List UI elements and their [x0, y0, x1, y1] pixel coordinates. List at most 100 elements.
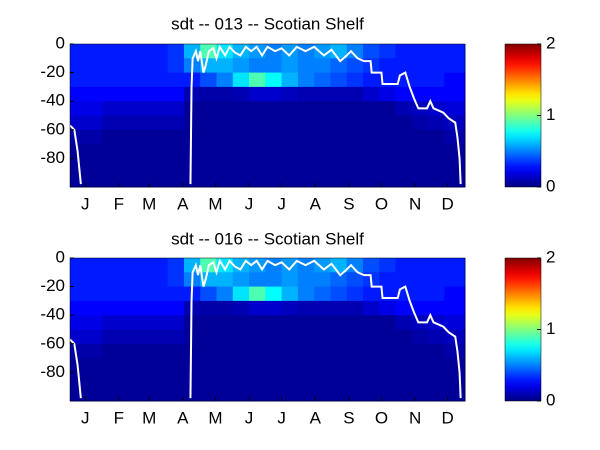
- heatmap-cell: [118, 386, 136, 402]
- heatmap-cell: [135, 129, 152, 145]
- plot-frame: [69, 43, 466, 188]
- heatmap-cell: [216, 300, 234, 316]
- heatmap-cell: [346, 272, 364, 288]
- heatmap-cell: [444, 72, 466, 88]
- heatmap-cell: [444, 272, 466, 288]
- heatmap-cell: [86, 58, 104, 74]
- heatmap-cell: [265, 372, 283, 388]
- heatmap-cell: [428, 129, 445, 145]
- heatmap-cell: [297, 372, 315, 388]
- heatmap-cell: [379, 129, 397, 145]
- heatmap-cell: [118, 286, 136, 302]
- heatmap-cell: [379, 315, 397, 330]
- heatmap-cell: [362, 158, 380, 174]
- heatmap-cell: [330, 272, 348, 288]
- heatmap-cell: [232, 101, 250, 116]
- heatmap-cell: [330, 329, 348, 345]
- heatmap-cell: [444, 315, 466, 330]
- heatmap-cell: [330, 358, 348, 373]
- heatmap-cell: [167, 286, 185, 302]
- plot-frame: [69, 257, 466, 402]
- heatmap-cell: [411, 144, 429, 159]
- heatmap-cell: [281, 329, 299, 345]
- heatmap-cell: [232, 72, 250, 88]
- heatmap-cell: [281, 300, 299, 316]
- heatmap-cell: [167, 172, 185, 188]
- heatmap-cell: [330, 115, 348, 131]
- heatmap-cell: [444, 129, 466, 145]
- heatmap-cell: [428, 115, 445, 131]
- x-tick-label: M: [142, 194, 156, 213]
- heatmap-cell: [346, 72, 364, 88]
- y-tick-label: -80: [40, 148, 65, 167]
- heatmap-cell: [297, 172, 315, 188]
- heatmap-cell: [232, 358, 250, 373]
- heatmap-cell: [411, 343, 429, 359]
- heatmap-cell: [183, 315, 201, 330]
- heatmap-cell: [297, 343, 315, 359]
- heatmap-cell: [216, 372, 234, 388]
- heatmap-cell: [232, 172, 250, 188]
- heatmap-cell: [249, 386, 266, 402]
- heatmap-cell: [118, 258, 136, 273]
- heatmap-cell: [330, 158, 348, 174]
- heatmap-cell: [395, 329, 413, 345]
- heatmap-cell: [428, 372, 445, 388]
- heatmap-cell: [70, 86, 87, 102]
- heatmap-cell: [444, 286, 466, 302]
- heatmap-cell: [183, 101, 201, 116]
- heatmap-cell: [118, 158, 136, 174]
- heatmap-cell: [216, 172, 234, 188]
- heatmap-cell: [102, 58, 120, 74]
- heatmap-cell: [314, 129, 331, 145]
- heatmap-cell: [135, 44, 152, 59]
- heatmap-cell: [362, 372, 380, 388]
- heatmap-cell: [232, 58, 250, 74]
- y-tick-label: 0: [56, 33, 65, 52]
- heatmap-cell: [395, 101, 413, 116]
- heatmap-cell: [167, 300, 185, 316]
- heatmap-cell: [379, 358, 397, 373]
- heatmap-cell: [379, 158, 397, 174]
- x-tick-label: M: [208, 408, 222, 427]
- heatmap-cell: [346, 315, 364, 330]
- y-tick-label: -60: [40, 333, 65, 352]
- heatmap-cell: [314, 172, 331, 188]
- heatmap-cell: [346, 101, 364, 116]
- heatmap-cell: [314, 144, 331, 159]
- heatmap-cell: [118, 144, 136, 159]
- heatmap-cell: [411, 258, 429, 273]
- heatmap-cell: [167, 115, 185, 131]
- heatmap-cell: [232, 115, 250, 131]
- heatmap-cell: [428, 329, 445, 345]
- heatmap-cell: [216, 158, 234, 174]
- heatmap-cell: [232, 315, 250, 330]
- heatmap-cell: [135, 300, 152, 316]
- heatmap-cell: [86, 329, 104, 345]
- heatmap-cell: [70, 258, 87, 273]
- heatmap-cell: [428, 272, 445, 288]
- heatmap-cell: [346, 258, 364, 273]
- heatmap-cell: [330, 58, 348, 74]
- heatmap-cell: [330, 72, 348, 88]
- heatmap-cell: [428, 158, 445, 174]
- heatmap-cell: [118, 44, 136, 59]
- heatmap-cell: [232, 300, 250, 316]
- heatmap-cell: [265, 315, 283, 330]
- heatmap-cell: [330, 343, 348, 359]
- heatmap-cell: [265, 358, 283, 373]
- heatmap-cell: [362, 115, 380, 131]
- heatmap-cell: [86, 72, 104, 88]
- heatmap-cell: [297, 329, 315, 345]
- heatmap-cell: [362, 329, 380, 345]
- heatmap-cell: [281, 44, 299, 59]
- heatmap-cell: [395, 386, 413, 402]
- heatmap-cell: [330, 315, 348, 330]
- heatmap-cell: [118, 343, 136, 359]
- heatmap-cell: [249, 144, 266, 159]
- heatmap-cell: [330, 86, 348, 102]
- heatmap-cell: [297, 286, 315, 302]
- heatmap-cell: [216, 101, 234, 116]
- heatmap-cell: [232, 286, 250, 302]
- heatmap-cell: [330, 172, 348, 188]
